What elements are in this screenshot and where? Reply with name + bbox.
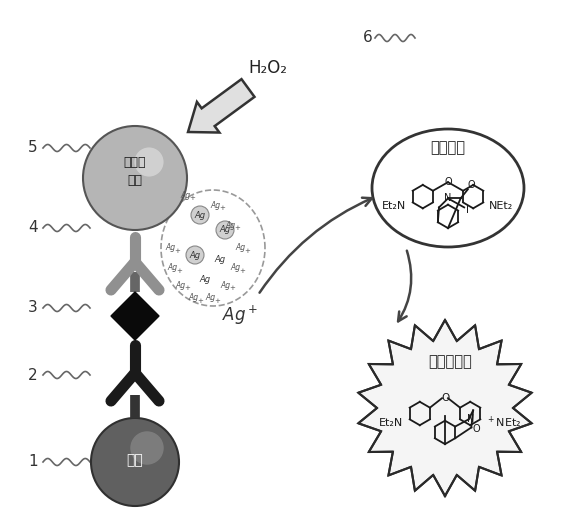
Text: Ag: Ag xyxy=(220,281,230,289)
Text: Ag: Ag xyxy=(230,264,240,272)
Text: O: O xyxy=(444,177,452,187)
Text: Ag: Ag xyxy=(175,281,185,289)
Text: +: + xyxy=(184,285,190,291)
Text: Ag: Ag xyxy=(167,264,177,272)
Text: +: + xyxy=(176,268,182,274)
Text: 3: 3 xyxy=(28,300,38,316)
Text: Ag: Ag xyxy=(205,294,215,302)
Text: Ag: Ag xyxy=(225,220,235,230)
Text: Ag$^+$: Ag$^+$ xyxy=(222,303,258,327)
Text: 1: 1 xyxy=(28,455,38,470)
Text: 5: 5 xyxy=(28,141,38,156)
Circle shape xyxy=(154,285,164,295)
Text: O: O xyxy=(468,180,476,191)
Text: N: N xyxy=(467,415,474,424)
Text: 银纳米
颗粒: 银纳米 颗粒 xyxy=(124,157,146,187)
Text: Ag: Ag xyxy=(219,226,230,234)
Text: 没有荧光: 没有荧光 xyxy=(430,141,465,156)
Text: Ag: Ag xyxy=(188,294,198,302)
Text: I: I xyxy=(467,205,469,215)
Text: Ag: Ag xyxy=(235,244,245,252)
Circle shape xyxy=(106,396,116,406)
Circle shape xyxy=(130,431,164,465)
Text: Ag: Ag xyxy=(180,191,190,199)
Text: +: + xyxy=(197,298,203,304)
Circle shape xyxy=(106,285,116,295)
Circle shape xyxy=(134,147,164,177)
Text: +: + xyxy=(219,205,225,211)
Text: Ag: Ag xyxy=(195,211,206,219)
Polygon shape xyxy=(358,320,532,496)
Text: 2: 2 xyxy=(28,368,38,383)
Ellipse shape xyxy=(372,129,524,247)
Circle shape xyxy=(154,396,164,406)
Text: 4: 4 xyxy=(28,220,38,235)
Text: Ag: Ag xyxy=(190,250,200,260)
Text: +: + xyxy=(189,195,195,201)
Text: 有强的荧光: 有强的荧光 xyxy=(428,354,472,369)
Text: Ag: Ag xyxy=(165,244,175,252)
Text: +: + xyxy=(214,298,220,304)
Circle shape xyxy=(191,206,209,224)
Text: H₂O₂: H₂O₂ xyxy=(248,59,287,77)
Circle shape xyxy=(83,126,187,230)
Polygon shape xyxy=(111,292,159,340)
Text: +: + xyxy=(234,225,240,231)
Text: +: + xyxy=(244,248,250,254)
Text: Ag: Ag xyxy=(210,200,220,210)
Text: Ag: Ag xyxy=(214,255,226,265)
Text: +: + xyxy=(174,248,180,254)
Text: Et₂N: Et₂N xyxy=(380,418,404,427)
Text: +: + xyxy=(239,268,245,274)
Text: NEt₂: NEt₂ xyxy=(488,201,513,211)
Text: O: O xyxy=(472,424,480,435)
FancyArrow shape xyxy=(188,79,255,132)
Text: Ag: Ag xyxy=(199,276,211,284)
Circle shape xyxy=(91,418,179,506)
Text: N: N xyxy=(444,194,452,203)
Text: Et₂N: Et₂N xyxy=(382,201,407,211)
Text: 磁珠: 磁珠 xyxy=(127,453,143,467)
Text: $^+$NEt₂: $^+$NEt₂ xyxy=(486,415,521,430)
Text: 6: 6 xyxy=(363,30,373,45)
Circle shape xyxy=(216,221,234,239)
Circle shape xyxy=(186,246,204,264)
Text: +: + xyxy=(229,285,235,291)
Text: O: O xyxy=(441,393,449,403)
